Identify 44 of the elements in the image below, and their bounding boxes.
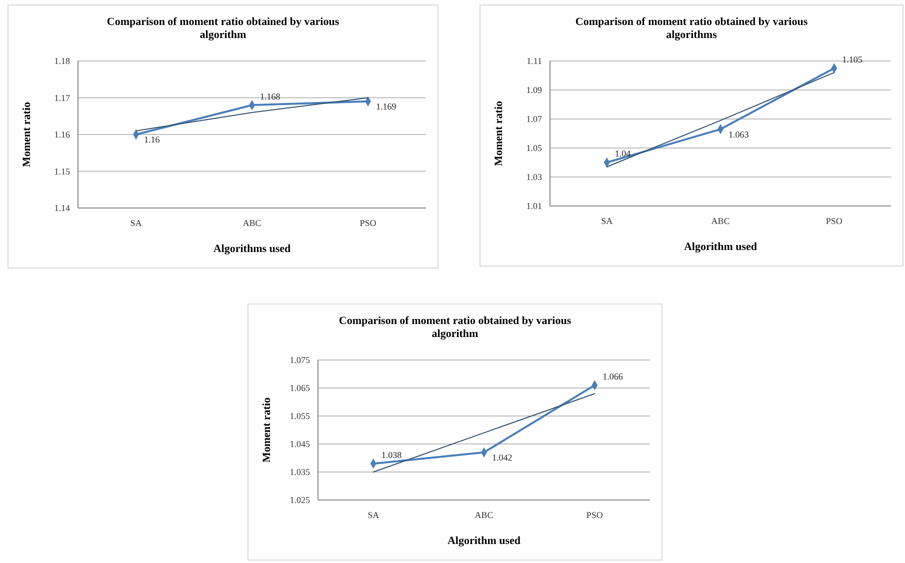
data-label: 1.038 — [381, 450, 402, 460]
y-tick-label: 1.15 — [54, 166, 70, 176]
data-label: 1.04 — [614, 148, 632, 159]
chart-title: Comparison of moment ratio obtained by various algorithm — [106, 16, 340, 41]
y-tick-label: 1.18 — [54, 56, 70, 66]
x-tick-label: ABC — [474, 510, 494, 520]
y-tick-label: 1.035 — [290, 467, 310, 478]
y-tick-label: 1.025 — [290, 495, 310, 506]
y-tick-label: 1.17 — [54, 92, 70, 103]
y-axis-title: Moment ratio — [261, 396, 273, 463]
x-tick-label: PSO — [360, 218, 377, 228]
x-tick-label: SA — [601, 216, 614, 226]
y-tick-label: 1.11 — [526, 56, 542, 66]
data-label: 1.063 — [728, 129, 750, 140]
y-tick-label: 1.14 — [54, 203, 70, 214]
y-tick-label: 1.03 — [526, 172, 542, 182]
data-label: 1.169 — [376, 102, 397, 112]
y-tick-label: 1.05 — [526, 143, 542, 154]
y-tick-label: 1.09 — [526, 85, 542, 96]
data-label: 1.042 — [492, 452, 512, 463]
x-tick-label: ABC — [242, 218, 262, 228]
y-axis-title: Moment ratio — [21, 101, 33, 168]
chart-title: Comparison of moment ratio obtained by various algorithms — [575, 16, 808, 41]
data-label: 1.066 — [602, 371, 624, 382]
y-axis-title: Moment ratio — [493, 100, 505, 166]
x-axis-title: Algorithms used — [213, 243, 291, 255]
x-tick-label: ABC — [711, 216, 730, 226]
x-axis-title: Algorithm used — [684, 241, 758, 253]
data-label: 1.16 — [144, 134, 160, 145]
y-tick-label: 1.065 — [290, 383, 310, 394]
y-tick-label: 1.16 — [54, 130, 70, 140]
y-tick-label: 1.045 — [290, 439, 310, 450]
y-tick-label: 1.055 — [290, 411, 310, 422]
x-tick-label: PSO — [586, 510, 604, 520]
y-tick-label: 1.075 — [290, 355, 310, 366]
y-tick-label: 1.01 — [526, 201, 542, 212]
x-tick-label: PSO — [826, 216, 843, 226]
data-label: 1.105 — [842, 54, 863, 64]
y-tick-label: 1.07 — [526, 114, 542, 124]
x-axis-title: Algorithm used — [447, 535, 521, 547]
chart-title: Comparison of moment ratio obtained by various algorithm — [338, 315, 572, 340]
x-tick-label: SA — [130, 218, 142, 228]
x-tick-label: SA — [368, 510, 380, 520]
data-label: 1.168 — [260, 91, 281, 102]
